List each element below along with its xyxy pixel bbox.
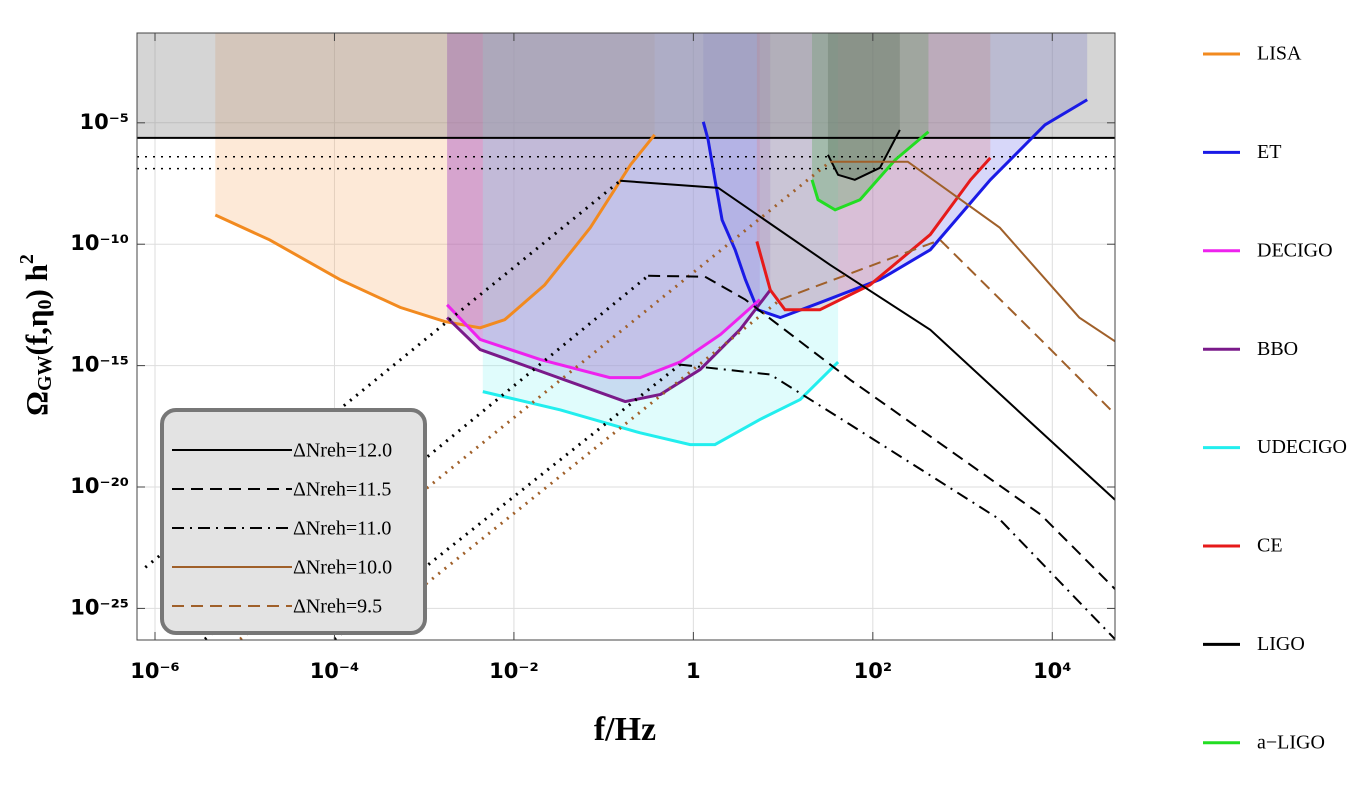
y-axis-label-part: ) h xyxy=(19,264,54,299)
y-axis-label-part: 0 xyxy=(34,299,56,309)
detector-curve xyxy=(482,360,840,447)
detector-curve xyxy=(755,156,992,312)
x-tick-label: 10⁴ xyxy=(1033,659,1071,683)
legend-label: ΔNreh=10.0 xyxy=(293,557,392,579)
y-axis-label-part: (f,η xyxy=(19,309,54,355)
detector-region xyxy=(812,33,929,210)
detector-curve xyxy=(214,133,656,330)
legend: ΔNreh=12.0 ΔNreh=11.5 ΔNreh=11.0 ΔNreh=10.0… xyxy=(172,440,392,618)
signal-curve xyxy=(779,238,1115,415)
legend-label: CE xyxy=(1257,535,1283,557)
legend-label: ET xyxy=(1257,141,1281,163)
legend-label: LIGO xyxy=(1257,633,1305,655)
y-axis-label-part: GW xyxy=(34,355,56,391)
legend-label: ΔNreh=11.5 xyxy=(293,479,391,501)
detector-region xyxy=(482,33,839,445)
legend-label: BBO xyxy=(1257,338,1298,360)
x-axis-label: f/Hz xyxy=(594,711,656,748)
plot-frame xyxy=(136,32,1116,641)
detector-legend: LISA ET DECIGO BBO UDECIGO CE LIGO a−LIGO xyxy=(1203,43,1347,753)
y-axis-label-part: Ω xyxy=(19,391,54,416)
x-tick-label: 10⁻² xyxy=(489,659,539,683)
plot-area xyxy=(137,33,1115,640)
y-axis-label: ΩGW(f,η0) h2 xyxy=(16,254,56,416)
legend-label: ΔNreh=9.5 xyxy=(293,596,382,618)
x-tick-label: 10² xyxy=(854,659,892,683)
y-tick-label: 10⁻²⁵ xyxy=(70,595,129,619)
extrapolated-curve xyxy=(418,298,782,591)
detector-curve xyxy=(446,298,761,380)
detector-curve xyxy=(810,130,930,212)
detector-region xyxy=(215,33,655,328)
signal-curve xyxy=(679,363,1115,640)
x-tick-label: 10⁻⁶ xyxy=(130,659,180,683)
detector-region xyxy=(827,33,900,180)
detector-curve xyxy=(701,98,1088,320)
legend-label: ΔNreh=11.0 xyxy=(293,518,391,540)
y-tick-label: 10⁻¹⁰ xyxy=(70,231,129,255)
y-tick-label: 10⁻¹⁵ xyxy=(70,353,129,377)
legend-label: LISA xyxy=(1257,43,1302,65)
excluded-region xyxy=(137,33,1115,138)
detector-curve xyxy=(827,129,901,181)
legend-label: ΔNreh=12.0 xyxy=(293,440,392,462)
signal-curve xyxy=(648,274,1115,590)
detector-region xyxy=(703,33,1088,318)
signal-curve xyxy=(830,160,1115,343)
x-tick-label: 10⁻⁴ xyxy=(310,659,360,683)
y-tick-label: 10⁻⁵ xyxy=(79,110,129,134)
legend-label: a−LIGO xyxy=(1257,731,1325,753)
detector-region xyxy=(447,33,771,402)
detector-curve xyxy=(446,289,772,404)
axes: 10⁻⁶ 10⁻⁴ 10⁻² 1 10² 10⁴ 10⁻⁵ 10⁻¹⁰ 10⁻¹⁵ 10⁻²⁰ 10… xyxy=(70,33,1115,683)
legend-box xyxy=(160,408,427,635)
extrapolated-curve xyxy=(239,160,832,640)
legend-label: DECIGO xyxy=(1257,239,1333,261)
x-tick-label: 1 xyxy=(686,659,701,683)
legend-label: UDECIGO xyxy=(1257,436,1347,458)
y-tick-label: 10⁻²⁰ xyxy=(70,474,129,498)
signal-curve xyxy=(620,179,1115,501)
y-axis-label-part: 2 xyxy=(16,254,38,264)
